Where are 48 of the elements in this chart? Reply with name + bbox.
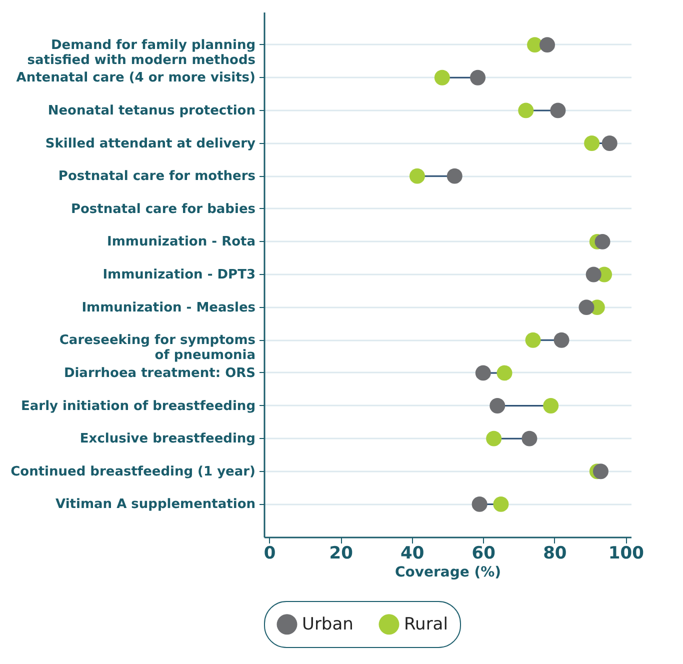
point [540,37,556,53]
y-tick-label: Postnatal care for babies [70,202,256,217]
point [584,136,600,151]
x-tick-label: 0 [264,544,276,564]
y-tick-label: Early initiation of breastfeeding [21,398,256,414]
point [434,70,450,86]
x-tick-label: 100 [608,544,644,564]
point [527,37,543,53]
point [472,496,488,512]
point [493,496,509,512]
y-tick-label: Immunization - Measles [82,300,256,316]
point [592,464,608,480]
point [594,234,610,250]
point [522,430,538,446]
y-tick-label: Careseeking for symptoms of pneumonia [59,333,256,364]
y-tick-label: Immunization - Rota [107,234,256,250]
y-tick-label: Postnatal care for mothers [58,169,256,184]
x-tick-label: 60 [472,544,496,564]
y-tick-label: Exclusive breastfeeding [80,432,256,447]
point [486,430,502,446]
point [518,102,534,118]
point [446,168,462,184]
legend-label: Rural [404,614,448,634]
y-tick-label: Diarrhoea treatment: ORS [64,366,256,381]
y-tick-label: Skilled attendant at delivery [45,136,256,152]
point [586,266,602,282]
y-tick-label: Neonatal tetanus protection [48,103,256,118]
legend-label: Urban [302,614,354,634]
point [602,136,618,151]
x-tick-label: 80 [543,544,567,564]
point [496,365,512,381]
point [554,332,570,348]
point [550,102,566,118]
point [525,332,541,348]
y-tick-label: Antenatal care (4 or more visits) [16,70,256,86]
point [409,168,425,184]
x-tick-label: 40 [400,544,424,564]
point [543,398,559,414]
y-tick-label: Vitiman A supplementation [56,497,256,512]
point [490,398,506,414]
y-tick-label: Immunization - DPT3 [102,268,256,282]
x-axis-title: Coverage (%) [394,564,502,580]
point [578,300,594,316]
point [470,70,486,86]
y-tick-label: Demand for family planning satisfied with modern methods [27,38,256,68]
y-tick-label: Continued breastfeeding (1 year) [10,464,256,480]
x-tick-label: 20 [329,544,354,564]
point [475,365,491,381]
